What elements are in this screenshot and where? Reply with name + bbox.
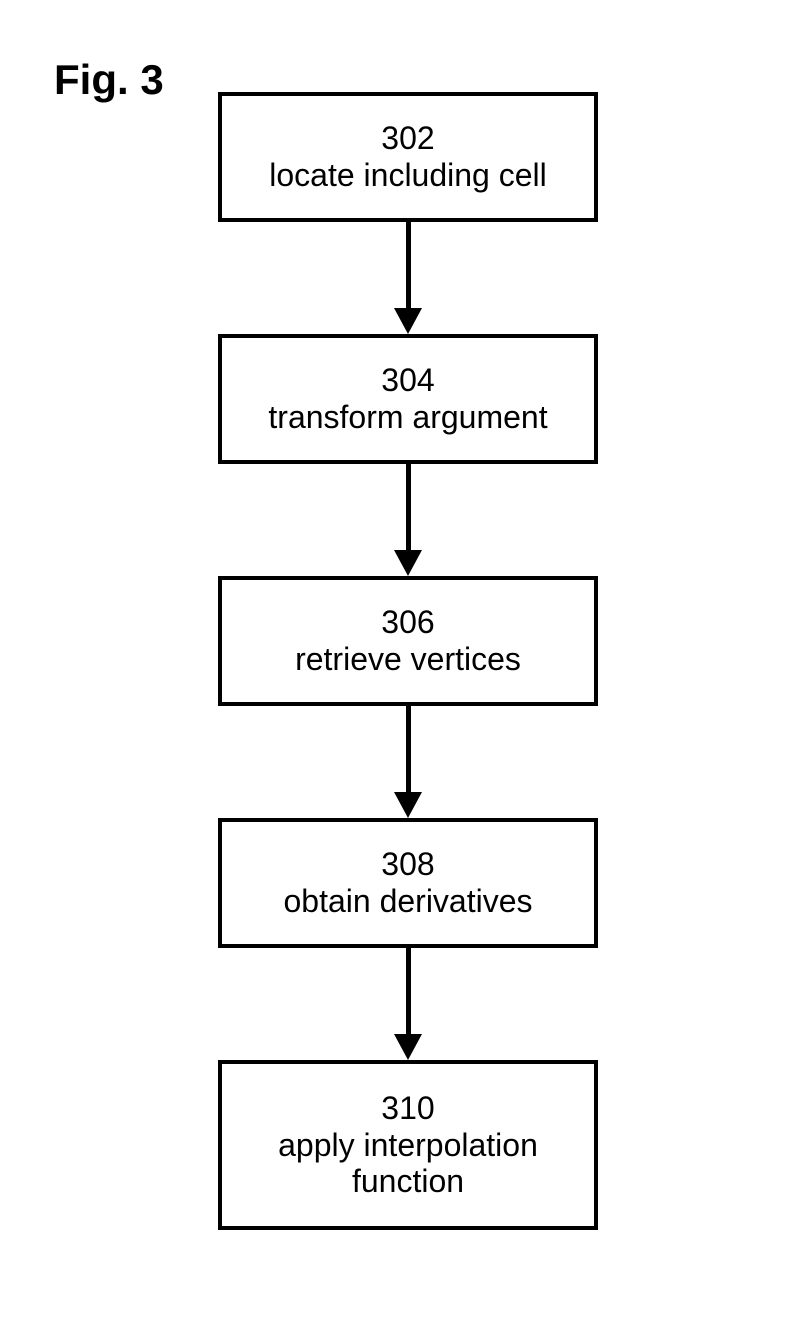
node-label: obtain derivatives: [283, 883, 532, 920]
node-label: transform argument: [268, 399, 547, 436]
flowchart-arrow-head: [394, 550, 422, 576]
node-number: 308: [381, 846, 434, 883]
flowchart-node-304: 304 transform argument: [218, 334, 598, 464]
node-label: retrieve vertices: [295, 641, 521, 678]
node-number: 304: [381, 362, 434, 399]
node-label: locate including cell: [269, 157, 547, 194]
flowchart-node-308: 308 obtain derivatives: [218, 818, 598, 948]
flowchart-arrow: [406, 706, 411, 792]
flowchart-arrow: [406, 948, 411, 1034]
flowchart-node-306: 306 retrieve vertices: [218, 576, 598, 706]
flowchart-arrow-head: [394, 308, 422, 334]
flowchart-arrow-head: [394, 792, 422, 818]
node-number: 302: [381, 120, 434, 157]
figure-label: Fig. 3: [54, 56, 164, 104]
flowchart-arrow: [406, 464, 411, 550]
figure-canvas: Fig. 3 302 locate including cell 304 tra…: [0, 0, 792, 1341]
node-label: apply interpolationfunction: [278, 1127, 538, 1201]
node-number: 310: [381, 1090, 434, 1127]
flowchart-node-310: 310 apply interpolationfunction: [218, 1060, 598, 1230]
flowchart-node-302: 302 locate including cell: [218, 92, 598, 222]
node-number: 306: [381, 604, 434, 641]
flowchart-arrow: [406, 222, 411, 308]
flowchart-arrow-head: [394, 1034, 422, 1060]
